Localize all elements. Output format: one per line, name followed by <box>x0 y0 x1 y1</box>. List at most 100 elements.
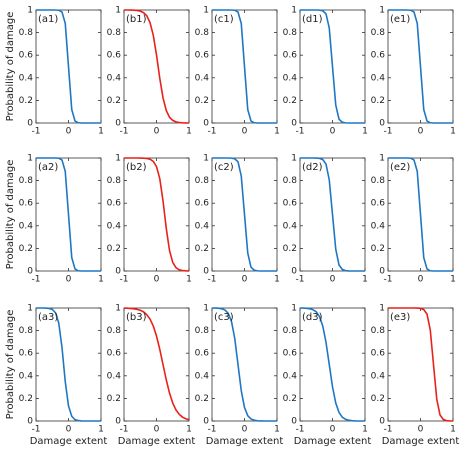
x-tick-label: 0 <box>242 127 248 137</box>
y-tick-label: 0.8 <box>195 326 210 336</box>
y-tick-label: 0.8 <box>371 176 386 186</box>
y-tick-label: 0.6 <box>195 51 210 61</box>
y-axis-label: Probability of damage <box>5 310 16 420</box>
x-tick-label: 1 <box>186 275 192 285</box>
x-tick-label: -1 <box>120 127 129 137</box>
y-tick-label: 0.4 <box>195 371 210 381</box>
y-tick-label: 1 <box>115 6 121 16</box>
y-tick-label: 0.4 <box>19 371 34 381</box>
panel: 00.20.40.60.81-1 0 1(a3)Probability of dam… <box>5 304 107 448</box>
y-tick-label: 0.8 <box>19 28 34 38</box>
x-tick-label: 1 <box>450 425 456 435</box>
y-tick-label: 0.6 <box>107 349 122 359</box>
panel-label: (c3) <box>214 312 234 323</box>
curve <box>211 307 277 422</box>
panel: 00.20.40.60.81-1 0 1(a1)Probability of dam… <box>5 6 104 137</box>
x-tick-label: -1 <box>296 275 305 285</box>
y-tick-label: 0.4 <box>283 221 298 231</box>
y-tick-label: 0.4 <box>371 221 386 231</box>
x-tick-label: 0 <box>154 275 160 285</box>
curve <box>300 157 365 272</box>
y-tick-label: 0.4 <box>371 371 386 381</box>
y-tick-label: 0.2 <box>107 244 121 254</box>
y-tick-label: 0.4 <box>107 73 122 83</box>
panel: 00.20.40.60.81-1 0 1(e2) <box>371 154 456 285</box>
x-tick-label: -1 <box>296 127 305 137</box>
curve <box>299 307 365 422</box>
x-tick-label: 0 <box>66 275 72 285</box>
y-tick-label: 0.2 <box>195 394 209 404</box>
panel-label: (b3) <box>126 312 147 323</box>
x-tick-label: 0 <box>154 425 160 435</box>
y-tick-label: 0 <box>379 417 385 427</box>
x-tick-label: 0 <box>66 425 72 435</box>
x-tick-label: 0 <box>418 275 424 285</box>
x-axis-label: Damage extent <box>206 436 284 447</box>
panel-label: (b1) <box>126 14 147 25</box>
curve <box>388 157 453 272</box>
y-tick-label: 0.4 <box>283 371 298 381</box>
curve <box>388 307 454 422</box>
y-tick-label: 1 <box>379 304 385 314</box>
plot-area <box>211 307 278 422</box>
curve <box>212 9 277 124</box>
panel: 00.20.40.60.81-1 0 1(a2)Probability of dam… <box>5 154 104 285</box>
x-tick-label: -1 <box>120 275 129 285</box>
panel-label: (a1) <box>38 14 58 25</box>
y-tick-label: 0 <box>203 267 209 277</box>
panel: 00.20.40.60.81-1 0 1(c2) <box>195 154 280 285</box>
y-tick-label: 0.4 <box>195 73 210 83</box>
panel-label: (b2) <box>126 162 147 173</box>
y-tick-label: 1 <box>115 154 121 164</box>
x-tick-label: 1 <box>450 127 456 137</box>
y-tick-label: 1 <box>379 154 385 164</box>
y-tick-label: 0 <box>379 119 385 129</box>
y-tick-label: 0.8 <box>371 28 386 38</box>
y-tick-label: 0.4 <box>19 73 34 83</box>
y-tick-label: 0.6 <box>19 51 34 61</box>
plot-area <box>299 307 366 422</box>
y-tick-label: 0.2 <box>195 244 209 254</box>
x-tick-label: -1 <box>32 425 41 435</box>
y-tick-label: 0.6 <box>371 199 386 209</box>
x-tick-label: -1 <box>208 425 217 435</box>
x-tick-label: 0 <box>154 127 160 137</box>
x-tick-label: 1 <box>98 425 104 435</box>
y-tick-label: 0.6 <box>19 349 34 359</box>
x-tick-label: -1 <box>384 127 393 137</box>
x-tick-label: 1 <box>274 275 280 285</box>
y-tick-label: 0.2 <box>107 394 121 404</box>
y-tick-label: 0.8 <box>107 326 122 336</box>
y-tick-label: 0.8 <box>371 326 386 336</box>
y-tick-label: 0 <box>379 267 385 277</box>
x-tick-label: 0 <box>418 425 424 435</box>
curve <box>388 9 453 124</box>
x-tick-label: 0 <box>330 425 336 435</box>
y-tick-label: 1 <box>203 154 209 164</box>
curve <box>123 307 190 421</box>
curve <box>36 157 101 272</box>
y-tick-label: 0.4 <box>19 221 34 231</box>
x-axis-label: Damage extent <box>118 436 196 447</box>
panel: 00.20.40.60.81-1 0 1(e1) <box>371 6 456 137</box>
x-tick-label: 0 <box>330 275 336 285</box>
plot-area <box>123 307 190 422</box>
y-tick-label: 1 <box>203 6 209 16</box>
y-tick-label: 0 <box>115 267 121 277</box>
curve <box>124 9 190 124</box>
y-tick-label: 0.6 <box>107 199 122 209</box>
x-tick-label: -1 <box>32 127 41 137</box>
y-tick-label: 0.2 <box>195 96 209 106</box>
panel: 00.20.40.60.81-1 0 1(b1) <box>107 6 192 137</box>
panel: 00.20.40.60.81-1 0 1(d3)Damage extent <box>283 304 372 448</box>
x-tick-label: 1 <box>98 275 104 285</box>
y-tick-label: 1 <box>27 304 33 314</box>
panel: 00.20.40.60.81-1 0 1(d2) <box>283 154 368 285</box>
panel-label: (e3) <box>390 312 410 323</box>
y-tick-label: 1 <box>115 304 121 314</box>
y-tick-label: 1 <box>291 304 297 314</box>
panel-label: (d3) <box>302 312 323 323</box>
x-tick-label: -1 <box>208 275 217 285</box>
